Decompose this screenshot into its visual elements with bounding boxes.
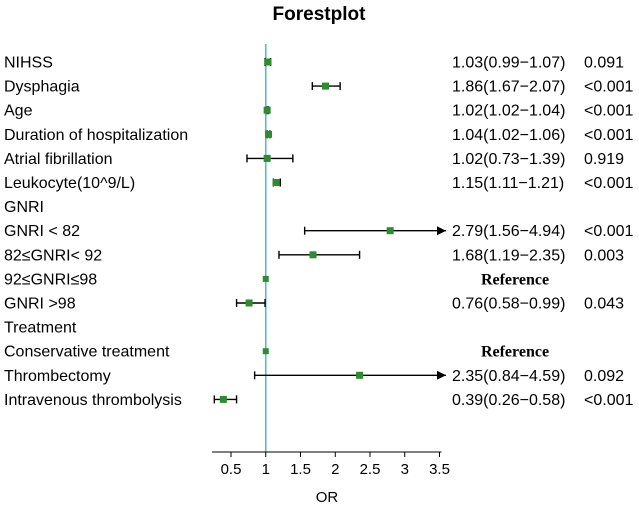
ci-text: 1.86(1.67−2.07) xyxy=(452,79,565,96)
ci-text: 0.39(0.26−0.58) xyxy=(452,392,565,409)
point-estimate xyxy=(263,154,271,162)
row-label: GNRI < 82 xyxy=(4,223,80,240)
row-label: 92≤GNRI≤98 xyxy=(4,271,97,288)
ci-text: 2.35(0.84−4.59) xyxy=(452,368,565,385)
p-value: <0.001 xyxy=(584,392,633,409)
row-label: Intravenous thrombolysis xyxy=(4,392,182,409)
point-estimate xyxy=(309,251,317,259)
x-tick-label: 2.5 xyxy=(360,461,381,478)
p-value: 0.919 xyxy=(584,151,624,168)
ci-text: 1.15(1.11−1.21) xyxy=(452,175,564,192)
point-estimate xyxy=(265,130,273,138)
x-tick-label: 3.5 xyxy=(429,461,450,478)
ci-text: 2.79(1.56−4.94) xyxy=(452,223,565,240)
rows-layer: NIHSS 1.03(0.99−1.07) 0.091 Dysphagia 1.86(1… xyxy=(4,44,633,452)
row-label: Conservative treatment xyxy=(4,344,170,361)
x-axis: 0.5 1 1.5 2 2.5 3 3.5 xyxy=(212,451,450,478)
x-tick-label: 0.5 xyxy=(221,461,242,478)
ci-text: 0.76(0.58−0.99) xyxy=(452,296,565,313)
x-tick-label: 3 xyxy=(401,461,409,478)
p-value: 0.092 xyxy=(584,368,624,385)
row-label: Age xyxy=(4,103,33,120)
row-label: Duration of hospitalization xyxy=(4,127,188,144)
point-estimate xyxy=(356,371,364,379)
ci-text: 1.04(1.02−1.06) xyxy=(452,127,565,144)
row-label: Dysphagia xyxy=(4,79,80,96)
ci-arrow-right xyxy=(437,226,446,236)
reference-text: Reference xyxy=(481,271,549,288)
row-label: Treatment xyxy=(4,320,77,337)
p-value: <0.001 xyxy=(584,223,633,240)
row-label: GNRI >98 xyxy=(4,296,76,313)
x-tick-label: 2 xyxy=(331,461,339,478)
x-axis-label: OR xyxy=(316,489,339,506)
ci-arrow-right xyxy=(437,370,446,380)
p-value: <0.001 xyxy=(584,79,633,96)
point-estimate xyxy=(264,58,272,66)
point-estimate xyxy=(262,275,269,282)
p-value: 0.091 xyxy=(584,55,624,72)
p-value: <0.001 xyxy=(584,103,633,120)
row-label: Thrombectomy xyxy=(4,368,111,385)
point-estimate xyxy=(262,348,269,355)
chart-title: Forestplot xyxy=(273,4,367,25)
x-tick-label: 1.5 xyxy=(290,461,311,478)
ci-text: 1.03(0.99−1.07) xyxy=(452,55,565,72)
p-value: 0.043 xyxy=(584,296,624,313)
point-estimate xyxy=(263,106,271,114)
row-label: NIHSS xyxy=(4,55,53,72)
point-estimate xyxy=(219,395,227,403)
ci-text: 1.02(0.73−1.39) xyxy=(452,151,565,168)
p-value: 0.003 xyxy=(584,247,624,264)
x-tick-label: 1 xyxy=(262,461,270,478)
row-label: Atrial fibrillation xyxy=(4,151,112,168)
point-estimate xyxy=(322,82,330,90)
row-label: Leukocyte(10^9/L) xyxy=(4,175,135,192)
point-estimate xyxy=(245,299,253,307)
row-label: 82≤GNRI< 92 xyxy=(4,247,102,264)
ci-text: 1.68(1.19−2.35) xyxy=(452,247,565,264)
point-estimate xyxy=(272,179,280,186)
row-label: GNRI xyxy=(4,199,44,216)
ci-text: 1.02(1.02−1.04) xyxy=(452,103,565,120)
reference-text: Reference xyxy=(481,344,549,361)
p-value: <0.001 xyxy=(584,175,633,192)
point-estimate xyxy=(386,227,394,235)
p-value: <0.001 xyxy=(584,127,633,144)
